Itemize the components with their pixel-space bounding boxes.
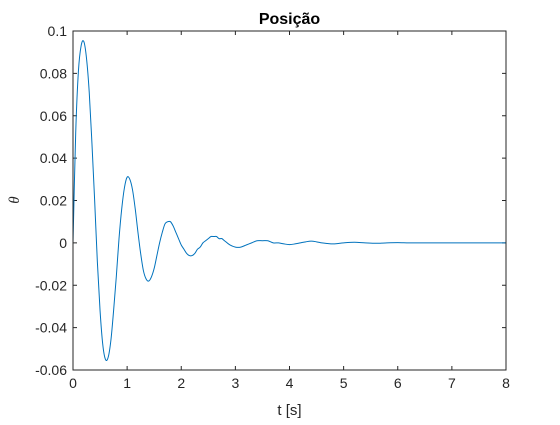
x-tick-label: 6	[394, 375, 402, 391]
y-tick-label: 0.08	[40, 65, 67, 81]
y-tick-labels: -0.06 -0.04 -0.02 0 0.02 0.04 0.06 0.08 0.1	[35, 23, 67, 378]
x-tick-label: 5	[340, 375, 348, 391]
x-tick-label: 2	[177, 375, 185, 391]
x-tick-label: 3	[231, 375, 239, 391]
chart-title: Posição	[259, 11, 321, 28]
x-tick-label: 7	[448, 375, 456, 391]
x-tick-labels: 0 1 2 3 4 5 6 7 8	[69, 375, 510, 391]
x-tick-label: 0	[69, 375, 77, 391]
x-tick-label: 1	[123, 375, 131, 391]
x-axis-label: t [s]	[277, 402, 301, 419]
series-line-theta	[72, 40, 506, 362]
y-tick-label: 0.02	[40, 193, 67, 209]
y-tick-label: -0.06	[35, 362, 67, 378]
y-axis-label: θ	[7, 196, 23, 204]
series-layer	[72, 40, 506, 362]
y-tick-label: -0.02	[35, 277, 67, 293]
y-tick-label: 0.06	[40, 108, 67, 124]
y-tick-label: 0	[59, 235, 67, 251]
axes-box	[72, 30, 507, 371]
x-tick-label: 4	[286, 375, 294, 391]
y-tick-label: -0.04	[35, 320, 67, 336]
y-tick-label: 0.1	[48, 23, 68, 39]
y-tick-label: 0.04	[40, 150, 67, 166]
plot-area	[73, 31, 506, 370]
x-tick-label: 8	[502, 375, 510, 391]
